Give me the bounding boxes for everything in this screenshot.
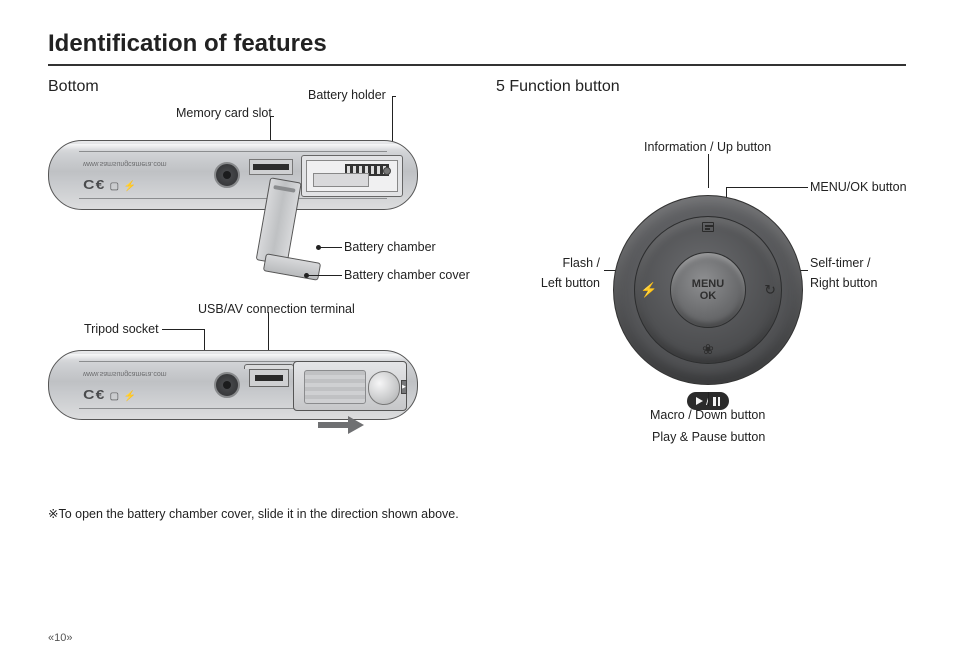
memory-card-slot	[249, 159, 293, 175]
battery-chamber-label: Battery chamber	[344, 240, 436, 254]
page-title: Identification of features	[48, 30, 906, 66]
battery-cover-note: ※To open the battery chamber cover, slid…	[48, 506, 468, 521]
memory-card-slot-label: Memory card slot	[176, 106, 272, 120]
function-heading: 5 Function button	[496, 78, 906, 96]
flash-label: Flash /	[540, 256, 600, 270]
play-pause-label: Play & Pause button	[652, 430, 765, 444]
menu-ok-button[interactable]: MENUOK	[670, 252, 746, 328]
bottom-heading: Bottom	[48, 78, 468, 96]
camera-body: www.samsungcamera.com C€▢ ⚡	[48, 140, 418, 210]
left-btn-label: Left button	[536, 276, 600, 290]
right-btn-label: Right button	[810, 276, 877, 290]
battery-holder-label: Battery holder	[308, 88, 386, 102]
tripod-socket	[214, 162, 240, 188]
info-up-label: Information / Up button	[644, 140, 771, 154]
self-timer-icon: ↻	[764, 282, 776, 299]
camera-bottom-open-diagram: Memory card slot Battery holder www.sams…	[48, 140, 468, 320]
slide-direction-arrow	[348, 416, 364, 434]
macro-icon: ❀	[702, 341, 714, 358]
five-function-dial: MENUOK ❀ ⚡ ↻ /	[608, 190, 808, 390]
battery-chamber	[301, 155, 403, 197]
flash-icon: ⚡	[640, 282, 657, 299]
self-timer-label: Self-timer /	[810, 256, 870, 270]
page-number: «10»	[48, 632, 72, 644]
battery-chamber-cover-label: Battery chamber cover	[344, 268, 470, 282]
camera-bottom-closed-diagram: Tripod socket USB/AV connection terminal…	[48, 350, 468, 480]
usb-av-terminal	[249, 369, 289, 387]
camera-body-closed: www.samsungcamera.com C€▢ ⚡ ▶	[48, 350, 418, 420]
battery-holder	[383, 167, 391, 175]
info-icon	[702, 222, 714, 232]
usb-av-label: USB/AV connection terminal	[198, 302, 355, 316]
bottom-section: Bottom Memory card slot Battery holder w…	[48, 78, 468, 521]
function-button-section: 5 Function button Information / Up butto…	[496, 78, 906, 521]
menu-ok-label: MENU/OK button	[810, 180, 907, 194]
battery-cover-closed: ▶	[293, 361, 407, 411]
macro-down-label: Macro / Down button	[650, 408, 765, 422]
tripod-socket-label: Tripod socket	[84, 322, 159, 336]
